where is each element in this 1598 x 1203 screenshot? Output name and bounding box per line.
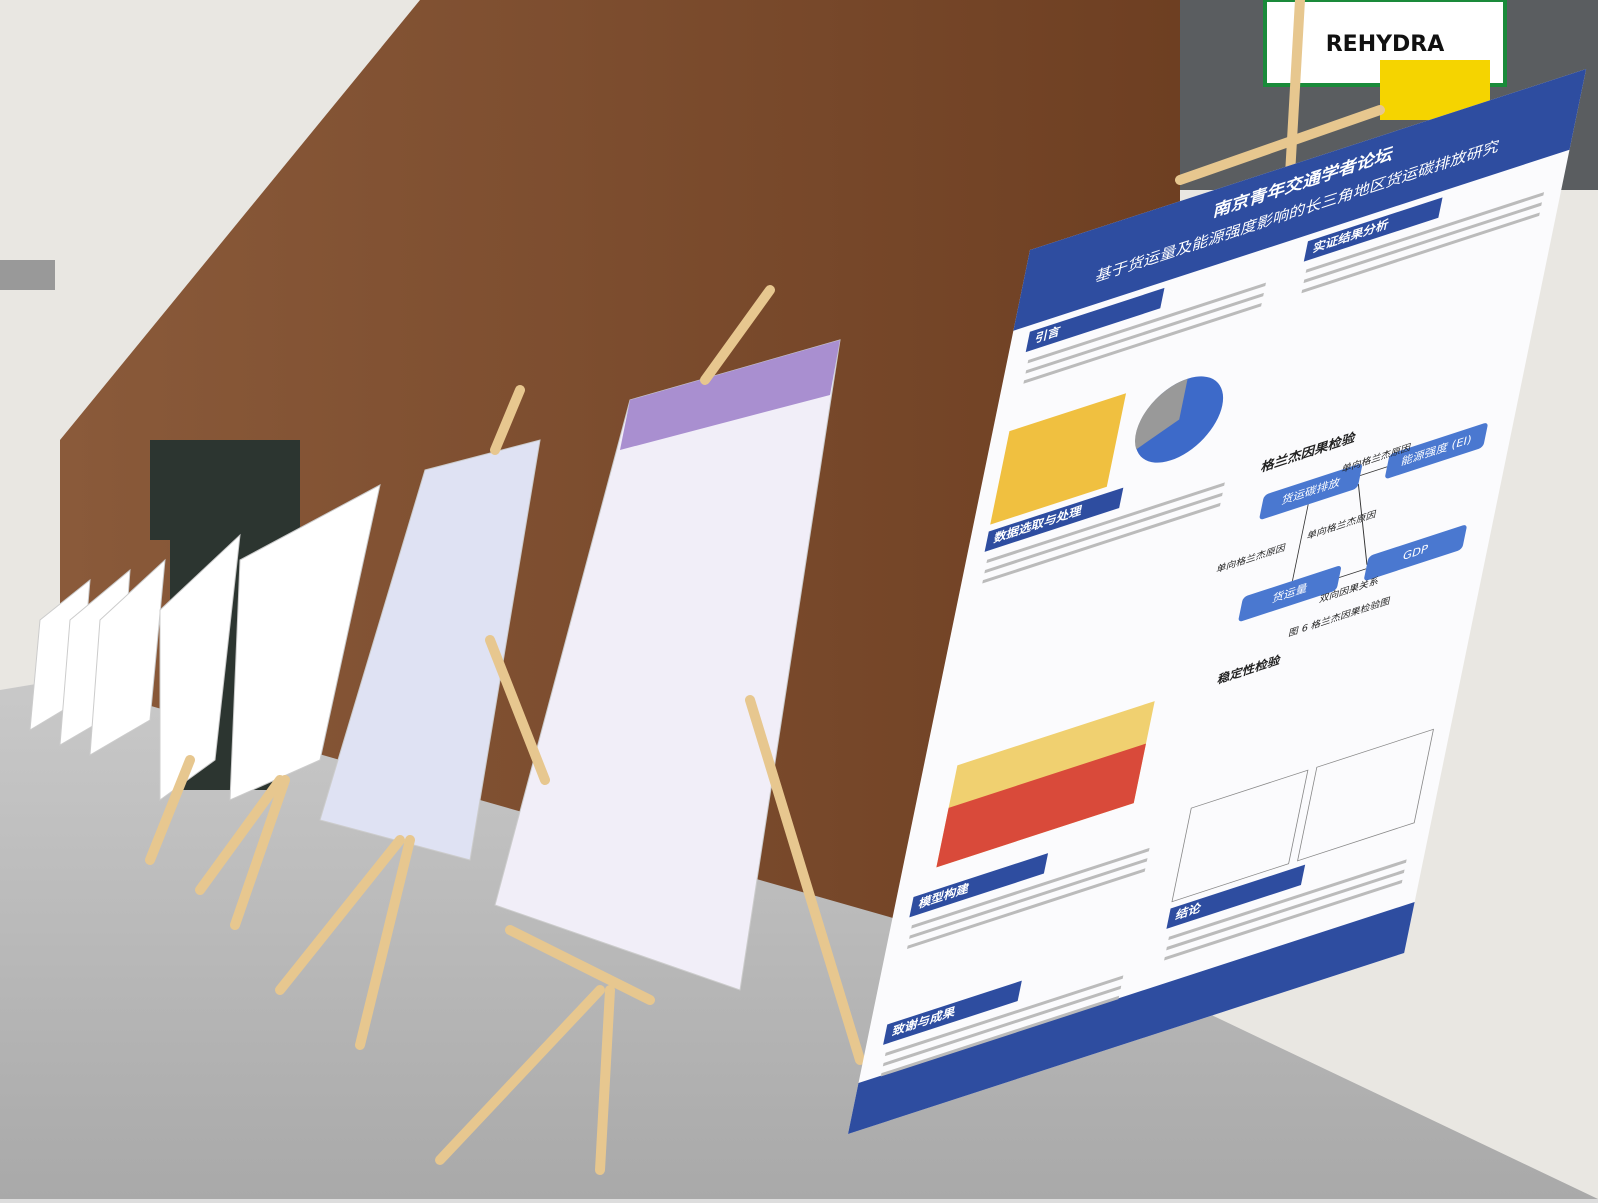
text-line	[1027, 282, 1266, 364]
granger-arrow	[1360, 466, 1388, 477]
poster	[89, 558, 166, 756]
easels	[145, 0, 1385, 1175]
section-tab	[984, 487, 1124, 552]
easel-leg	[355, 835, 415, 1050]
poster	[159, 533, 241, 801]
bar-figure	[936, 701, 1155, 868]
vent	[0, 260, 55, 290]
text-line	[1303, 202, 1542, 284]
easel-leg	[275, 835, 405, 995]
pie-slice	[1135, 378, 1188, 450]
cusum-chart	[1171, 769, 1309, 903]
easel-leg	[700, 285, 775, 385]
map-figure	[990, 393, 1127, 525]
granger-arrow	[1339, 568, 1367, 579]
easel-leg	[195, 775, 285, 895]
easel-leg	[595, 985, 615, 1175]
text-line	[1301, 212, 1540, 294]
text-line	[986, 482, 1225, 564]
text-line	[1023, 303, 1262, 384]
easel-leg	[145, 755, 195, 865]
easel-leg	[745, 695, 865, 1065]
poster	[319, 439, 541, 861]
granger-arrow	[1291, 504, 1309, 582]
text-line	[906, 868, 1146, 950]
easel-bar	[1175, 105, 1385, 185]
granger-node	[1238, 566, 1341, 622]
text-line	[884, 975, 1124, 1057]
sign-text: REHYDRA	[1326, 32, 1445, 57]
section-tab	[883, 980, 1022, 1045]
text-line	[1168, 859, 1407, 941]
easel-bar	[505, 925, 655, 1005]
poster-footer	[847, 901, 1415, 1135]
poster-header	[620, 340, 840, 450]
text-line	[911, 847, 1150, 929]
granger-node	[1385, 423, 1488, 479]
text-line	[880, 995, 1120, 1077]
granger-node	[1259, 464, 1362, 520]
text-line	[1305, 192, 1545, 273]
main-poster: 南京青年交通学者论坛 基于货运量及能源强度影响的长三角地区货运碳排放研究 引言数…	[847, 68, 1587, 1135]
section-tab	[1025, 287, 1165, 353]
section-tab	[1166, 864, 1306, 929]
granger-node	[1364, 525, 1467, 581]
easel-leg	[490, 385, 525, 455]
text-line	[1025, 292, 1264, 374]
easel-leg	[230, 775, 290, 930]
section-tab	[1303, 197, 1443, 262]
text-line	[1166, 869, 1405, 951]
small-posters	[29, 339, 841, 991]
stacked-bars	[936, 743, 1146, 868]
easel-leg	[435, 985, 605, 1165]
section-tab	[909, 853, 1049, 918]
poster	[229, 484, 381, 801]
poster-header	[1013, 68, 1587, 331]
cusumsq-chart	[1297, 728, 1434, 862]
granger-arrow	[1357, 483, 1368, 565]
easel-leg	[485, 635, 550, 785]
text-line	[882, 985, 1122, 1067]
text-line	[984, 492, 1223, 574]
text-line	[1164, 879, 1403, 961]
text-line	[909, 858, 1148, 939]
text-line	[982, 502, 1221, 584]
